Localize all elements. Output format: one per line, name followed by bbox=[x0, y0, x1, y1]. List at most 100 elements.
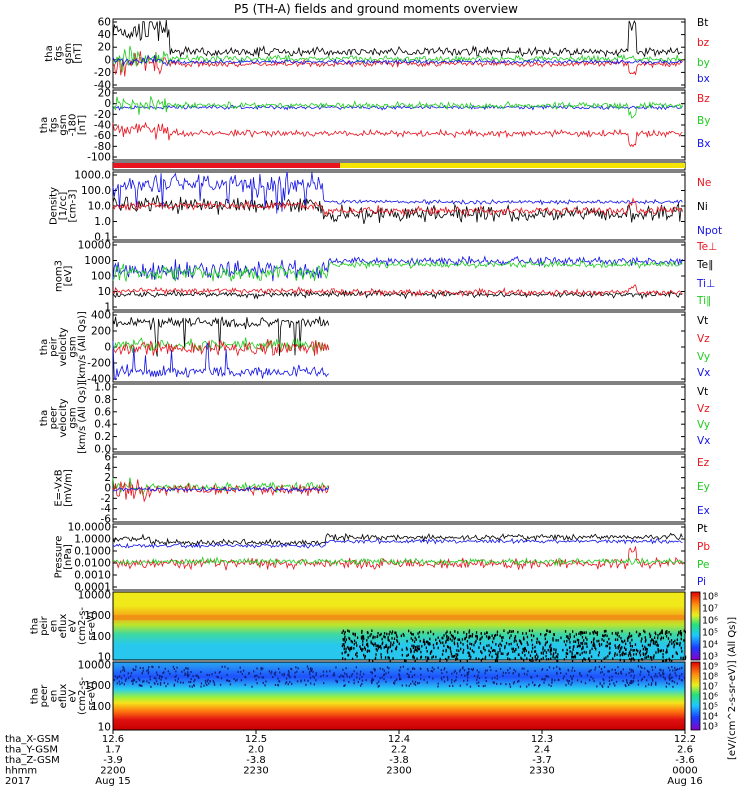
panel-frame bbox=[112, 523, 686, 591]
electron-fill-pixel bbox=[672, 680, 674, 683]
ion-fill-pixel bbox=[572, 655, 574, 659]
electron-fill-pixel bbox=[141, 672, 143, 675]
electron-fill-pixel bbox=[570, 675, 572, 678]
electron-fill-pixel bbox=[167, 670, 169, 673]
y-axis-label: [nT] bbox=[72, 43, 83, 63]
electron-fill-pixel bbox=[645, 685, 647, 688]
electron-fill-pixel bbox=[188, 673, 190, 676]
ion-fill-pixel bbox=[448, 646, 450, 649]
electron-fill-pixel bbox=[565, 672, 567, 675]
y-tick-label: 0.4 bbox=[94, 419, 111, 431]
ion-fill-pixel bbox=[387, 636, 389, 639]
y-axis-label: tha bbox=[30, 688, 41, 704]
electron-fill-pixel bbox=[543, 681, 545, 684]
ion-fill-pixel bbox=[444, 657, 447, 661]
ion-fill-pixel bbox=[637, 649, 639, 653]
y-tick-label: 6 bbox=[104, 452, 111, 464]
ion-fill-pixel bbox=[504, 645, 506, 648]
y-tick-label: 0 bbox=[104, 483, 111, 495]
electron-fill-pixel bbox=[406, 672, 408, 675]
electron-fill-pixel bbox=[551, 678, 553, 681]
electron-fill-pixel bbox=[509, 667, 511, 670]
ion-fill-pixel bbox=[388, 656, 390, 660]
ion-fill-pixel bbox=[616, 633, 618, 637]
legend-entry: Ex bbox=[697, 505, 710, 517]
ion-fill-pixel bbox=[406, 654, 408, 657]
ion-fill-pixel bbox=[414, 636, 416, 640]
ion-fill-pixel bbox=[412, 654, 414, 658]
electron-fill-pixel bbox=[466, 671, 468, 674]
electron-fill-pixel bbox=[626, 681, 628, 684]
ion-fill-pixel bbox=[581, 642, 584, 645]
electron-fill-pixel bbox=[544, 678, 546, 681]
x-axis-value: 0000 bbox=[672, 766, 697, 777]
ion-fill-pixel bbox=[390, 644, 392, 647]
ion-fill-pixel bbox=[678, 631, 680, 635]
ion-fill-pixel bbox=[468, 651, 470, 655]
electron-fill-pixel bbox=[632, 670, 634, 673]
electron-fill-pixel bbox=[190, 680, 192, 683]
electron-fill-pixel bbox=[611, 679, 613, 681]
electron-fill-pixel bbox=[311, 668, 313, 671]
x-axis-value: 12.4 bbox=[388, 734, 410, 745]
ion-fill-pixel bbox=[467, 646, 469, 650]
colorbar-tick-label: 10⁷ bbox=[702, 604, 718, 615]
series-pb bbox=[112, 546, 683, 571]
electron-fill-pixel bbox=[149, 675, 151, 678]
electron-fill-pixel bbox=[189, 685, 191, 688]
ion-fill-pixel bbox=[366, 643, 368, 646]
electron-fill-pixel bbox=[440, 669, 442, 672]
ion-fill-pixel bbox=[621, 653, 624, 657]
ion-fill-pixel bbox=[465, 632, 468, 636]
ion-fill-pixel bbox=[439, 657, 441, 661]
ion-fill-pixel bbox=[672, 654, 674, 658]
electron-fill-pixel bbox=[174, 675, 176, 678]
ion-fill-pixel bbox=[631, 645, 633, 648]
ion-fill-pixel bbox=[469, 653, 471, 657]
y-tick-label: 400 bbox=[91, 310, 111, 322]
electron-fill-pixel bbox=[407, 676, 409, 679]
electron-fill-pixel bbox=[662, 671, 664, 674]
ion-fill-pixel bbox=[595, 647, 597, 651]
ion-fill-pixel bbox=[569, 635, 571, 639]
ion-fill-pixel bbox=[451, 639, 453, 642]
ion-fill-pixel bbox=[549, 650, 551, 653]
ion-fill-pixel bbox=[621, 652, 624, 655]
ion-fill-pixel bbox=[497, 655, 499, 659]
ion-fill-pixel bbox=[666, 650, 668, 654]
electron-fill-pixel bbox=[206, 680, 208, 683]
y-tick-label: 100.0 bbox=[81, 185, 111, 197]
colorbar-tick-label: 10⁶ bbox=[702, 692, 718, 703]
electron-fill-pixel bbox=[359, 673, 361, 676]
ion-fill-pixel bbox=[605, 644, 607, 648]
ion-fill-pixel bbox=[609, 647, 611, 650]
ion-fill-pixel bbox=[667, 637, 670, 640]
electron-fill-pixel bbox=[608, 679, 611, 682]
ion-fill-pixel bbox=[665, 651, 667, 654]
electron-fill-pixel bbox=[681, 673, 683, 676]
ion-fill-pixel bbox=[549, 645, 551, 649]
electron-fill-pixel bbox=[193, 684, 195, 687]
electron-fill-pixel bbox=[643, 676, 645, 679]
electron-fill-pixel bbox=[237, 671, 239, 673]
electron-fill-pixel bbox=[184, 672, 186, 675]
electron-fill-pixel bbox=[342, 675, 344, 678]
electron-fill-pixel bbox=[160, 678, 162, 681]
ion-fill-pixel bbox=[520, 656, 522, 660]
electron-fill-pixel bbox=[208, 682, 210, 685]
electron-fill-pixel bbox=[357, 681, 359, 683]
electron-fill-pixel bbox=[141, 684, 143, 687]
electron-fill-pixel bbox=[432, 670, 434, 673]
ion-fill-pixel bbox=[350, 647, 353, 650]
ion-fill-pixel bbox=[383, 635, 385, 638]
electron-fill-pixel bbox=[217, 676, 219, 679]
ion-fill-pixel bbox=[534, 645, 536, 649]
ion-fill-pixel bbox=[628, 652, 630, 655]
ion-fill-pixel bbox=[673, 643, 675, 647]
electron-fill-pixel bbox=[440, 676, 443, 679]
ion-fill-pixel bbox=[450, 633, 453, 637]
ion-fill-pixel bbox=[635, 652, 637, 656]
electron-fill-pixel bbox=[518, 674, 520, 677]
ion-fill-pixel bbox=[475, 657, 477, 660]
x-axis-row-label: tha_X-GSM bbox=[5, 734, 59, 745]
